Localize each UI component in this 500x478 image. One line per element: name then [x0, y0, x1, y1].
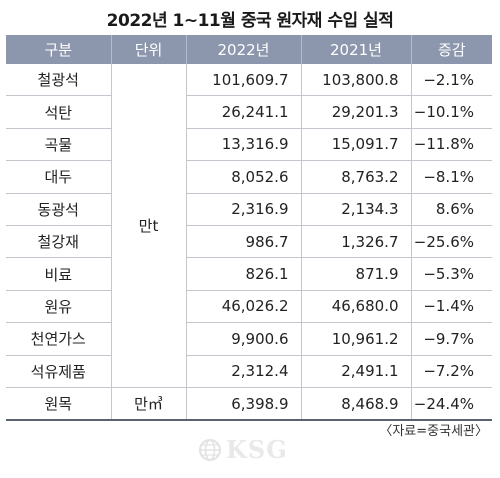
import-table: 구분 단위 2022년 2021년 증감 철광석 만t 101,609.7 10… [6, 35, 492, 422]
value-change: −24.4% [410, 387, 492, 422]
source-note: 〈자료=중국세관〉 [379, 424, 488, 439]
value-2022: 986.7 [185, 225, 301, 259]
table-row: 대두 8,052.6 8,763.2 −8.1% [6, 160, 492, 194]
value-2021: 103,800.8 [300, 64, 411, 97]
value-2022: 826.1 [185, 257, 301, 291]
value-change: −9.7% [410, 322, 492, 356]
value-2022: 101,609.7 [185, 64, 301, 97]
table-row: 곡물 13,316.9 15,091.7 −11.8% [6, 128, 492, 162]
value-2022: 9,900.6 [185, 322, 301, 356]
row-name: 석유제품 [6, 355, 111, 388]
watermark-logo: KSG [198, 435, 288, 464]
row-name: 비료 [6, 257, 111, 291]
value-2022: 26,241.1 [185, 95, 301, 129]
table-row: 천연가스 9,900.6 10,961.2 −9.7% [6, 322, 492, 356]
watermark-text: KSG [226, 435, 288, 464]
row-name: 곡물 [6, 128, 111, 162]
value-2021: 10,961.2 [300, 322, 411, 356]
value-2022: 6,398.9 [185, 387, 301, 422]
value-2022: 2,312.4 [185, 355, 301, 388]
value-2021: 29,201.3 [300, 95, 411, 129]
header-category: 구분 [6, 35, 111, 64]
header-2022: 2022년 [185, 35, 301, 64]
table-row: 원유 46,026.2 46,680.0 −1.4% [6, 290, 492, 324]
value-change: −25.6% [410, 225, 492, 259]
value-change: 8.6% [410, 193, 492, 226]
table-row: 동광석 2,316.9 2,134.3 8.6% [6, 193, 492, 226]
value-2021: 2,491.1 [300, 355, 411, 388]
value-change: −2.1% [410, 64, 492, 97]
table-row: 원목 만㎥ 6,398.9 8,468.9 −24.4% [6, 387, 492, 422]
table-title: 2022년 1~11월 중국 원자재 수입 실적 [106, 11, 394, 31]
table-row: 철강재 986.7 1,326.7 −25.6% [6, 225, 492, 259]
globe-icon [198, 438, 222, 462]
value-change: −11.8% [410, 128, 492, 162]
value-change: −8.1% [410, 160, 492, 194]
value-2021: 15,091.7 [300, 128, 411, 162]
value-2021: 2,134.3 [300, 193, 411, 226]
row-name: 원유 [6, 290, 111, 324]
table-row: 비료 826.1 871.9 −5.3% [6, 257, 492, 291]
row-name: 철강재 [6, 225, 111, 259]
row-name: 대두 [6, 160, 111, 194]
header-unit: 단위 [110, 35, 186, 64]
table-row: 석유제품 2,312.4 2,491.1 −7.2% [6, 355, 492, 388]
row-name: 천연가스 [6, 322, 111, 356]
header-change: 증감 [410, 35, 492, 64]
unit-cell-timber: 만㎥ [110, 387, 186, 422]
row-name: 원목 [6, 387, 111, 422]
value-2022: 2,316.9 [185, 193, 301, 226]
value-change: −5.3% [410, 257, 492, 291]
value-change: −10.1% [410, 95, 492, 129]
unit-cell: 만t [110, 64, 186, 388]
value-2021: 8,468.9 [300, 387, 411, 422]
value-2022: 13,316.9 [185, 128, 301, 162]
row-name: 철광석 [6, 64, 111, 97]
table-row: 석탄 26,241.1 29,201.3 −10.1% [6, 95, 492, 129]
value-change: −7.2% [410, 355, 492, 388]
header-row: 구분 단위 2022년 2021년 증감 [6, 35, 492, 64]
value-2022: 46,026.2 [185, 290, 301, 324]
value-2021: 8,763.2 [300, 160, 411, 194]
table-row: 철광석 만t 101,609.7 103,800.8 −2.1% [6, 64, 492, 388]
row-name: 석탄 [6, 95, 111, 129]
header-2021: 2021년 [300, 35, 411, 64]
value-change: −1.4% [410, 290, 492, 324]
value-2021: 46,680.0 [300, 290, 411, 324]
value-2021: 871.9 [300, 257, 411, 291]
value-2022: 8,052.6 [185, 160, 301, 194]
value-2021: 1,326.7 [300, 225, 411, 259]
row-name: 동광석 [6, 193, 111, 226]
